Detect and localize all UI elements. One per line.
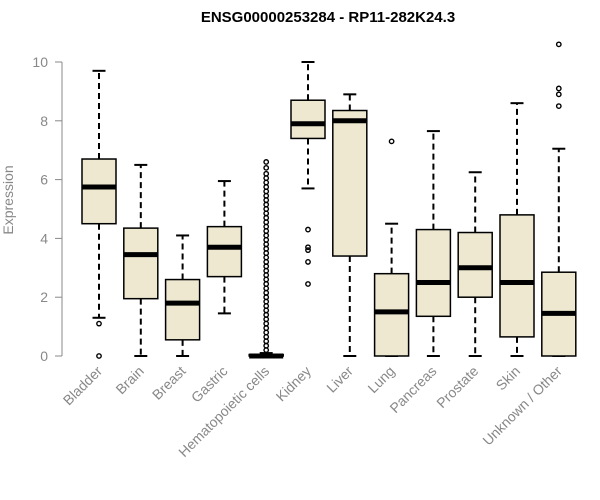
- x-label: Liver: [323, 363, 356, 396]
- box-gastric: [206, 180, 243, 315]
- outlier-point: [263, 170, 270, 177]
- chart-title: ENSG00000253284 - RP11-282K24.3: [201, 9, 455, 26]
- y-tick-label: 8: [40, 113, 48, 129]
- outlier-point: [305, 244, 311, 251]
- y-tick-label: 2: [40, 289, 48, 305]
- boxes-group: [81, 41, 577, 359]
- box-skin: [499, 102, 535, 357]
- y-tick-label: 0: [40, 348, 48, 364]
- box-lung: [373, 138, 410, 357]
- outlier-point: [555, 91, 562, 98]
- box-iqr: [290, 99, 326, 140]
- box-unknown-other: [541, 41, 577, 357]
- y-axis-title: Expression: [0, 165, 16, 234]
- y-axis: 0 2 4 6 8 10: [32, 54, 63, 364]
- box-kidney: [290, 61, 326, 287]
- box-iqr: [415, 228, 452, 318]
- outlier-point: [96, 353, 102, 359]
- x-label: Prostate: [433, 363, 481, 411]
- outlier-point: [305, 259, 311, 265]
- x-label: Kidney: [273, 363, 315, 405]
- outlier-point: [388, 138, 395, 145]
- box-iqr: [373, 272, 410, 357]
- box-iqr: [164, 278, 201, 341]
- box-brain: [123, 163, 159, 357]
- outlier-point: [96, 320, 102, 327]
- y-tick-label: 4: [40, 230, 48, 246]
- box-liver: [332, 93, 368, 357]
- box-iqr: [123, 227, 159, 300]
- x-label: Lung: [364, 363, 397, 396]
- y-tick-label: 6: [40, 172, 48, 188]
- box-prostate: [457, 171, 493, 357]
- outlier-point: [555, 85, 562, 92]
- box-iqr: [332, 109, 368, 257]
- box-bladder: [81, 69, 117, 359]
- y-tick-label: 10: [32, 54, 48, 70]
- box-iqr: [206, 225, 243, 278]
- box-breast: [164, 234, 201, 357]
- outlier-point: [263, 159, 270, 165]
- outlier-point: [263, 164, 270, 171]
- x-label: Breast: [149, 363, 189, 403]
- box-pancreas: [415, 130, 452, 357]
- outlier-point: [305, 247, 311, 254]
- outlier-point: [305, 281, 311, 287]
- box-iqr: [457, 231, 493, 298]
- box-hematopoietic-cells: [248, 159, 284, 359]
- outlier-point: [305, 226, 311, 233]
- x-label: Unknown / Other: [479, 363, 565, 449]
- x-label: Bladder: [60, 363, 106, 409]
- x-label: Brain: [112, 363, 146, 397]
- x-label: Skin: [493, 363, 524, 394]
- outlier-point: [555, 41, 562, 48]
- box-iqr: [499, 214, 535, 338]
- outlier-point: [555, 103, 562, 110]
- box-iqr: [81, 158, 117, 225]
